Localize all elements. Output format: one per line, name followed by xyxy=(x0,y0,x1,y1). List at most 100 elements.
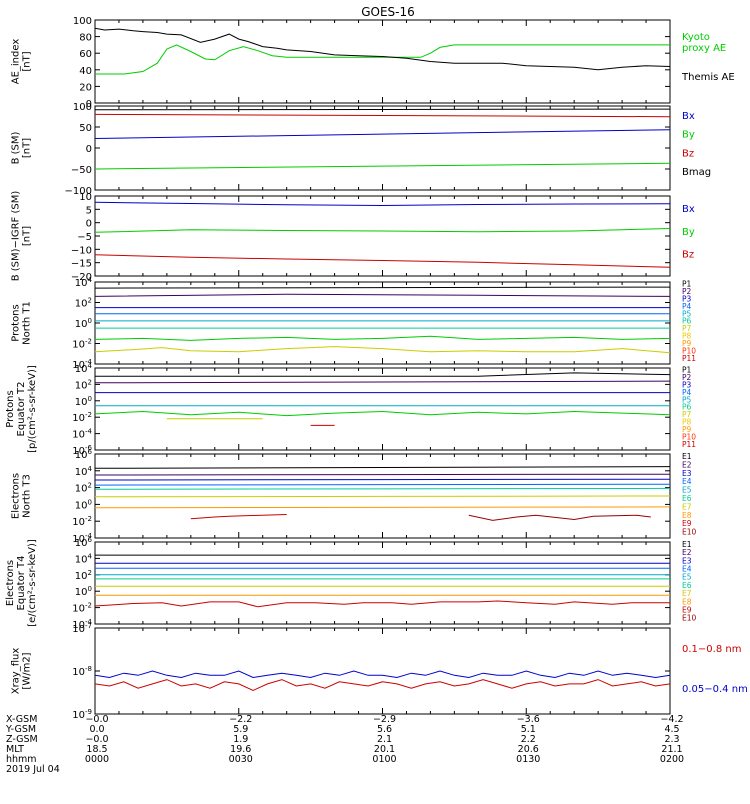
panel-frame xyxy=(94,281,671,365)
panel-frame xyxy=(94,367,671,451)
legend-label: E3 xyxy=(682,556,692,565)
legend-label: P9 xyxy=(682,425,692,434)
y-tick-label: 102 xyxy=(75,297,92,310)
legend-label: P11 xyxy=(682,354,696,363)
series-p1 xyxy=(95,372,670,377)
legend-label: E7 xyxy=(682,589,692,598)
legend-label: E2 xyxy=(682,548,692,557)
legend-label: E8 xyxy=(682,511,692,520)
ephemeris-value: 19.6 xyxy=(230,744,251,755)
y-tick-label: 100 xyxy=(73,102,92,113)
legend-label: E2 xyxy=(682,460,692,469)
y-tick-label: 104 xyxy=(75,276,93,289)
y-tick-label: 80 xyxy=(79,33,92,44)
y-tick-label: 102 xyxy=(75,569,92,582)
ephemeris-row-label: MLT xyxy=(6,744,24,755)
ephemeris-row-label: Y-GSM xyxy=(5,724,36,735)
y-tick-label: 20 xyxy=(79,82,92,93)
series-p2 xyxy=(95,380,670,384)
series-e10 xyxy=(468,514,651,521)
y-axis-label: Electrons xyxy=(11,473,22,519)
series-by xyxy=(95,228,670,233)
y-tick-label: 102 xyxy=(75,482,92,495)
y-tick-label: −100 xyxy=(65,186,92,197)
y-tick-label: 10-4 xyxy=(72,532,92,545)
legend-label: E1 xyxy=(682,452,692,461)
series-bz xyxy=(95,254,670,268)
panel-frame xyxy=(94,195,671,277)
series-e4 xyxy=(95,483,670,486)
panel-frame xyxy=(94,105,671,191)
y-tick-label: −5 xyxy=(77,232,92,243)
ephemeris-value: −0.0 xyxy=(85,734,108,745)
y-axis-label: North T3 xyxy=(22,474,33,518)
y-tick-label: −20 xyxy=(71,272,92,283)
legend-label: E4 xyxy=(682,477,692,486)
ephemeris-value: 0.0 xyxy=(89,724,104,735)
legend-label: P10 xyxy=(682,347,696,356)
legend-label: P5 xyxy=(682,309,692,318)
y-axis-label: [nT] xyxy=(22,51,33,71)
y-tick-label: 10-9 xyxy=(72,708,92,721)
series-by xyxy=(95,162,670,170)
series-kyoto-proxy-ae xyxy=(95,44,670,75)
ephemeris-value: 0000 xyxy=(85,754,109,765)
y-tick-label: −10 xyxy=(71,245,92,256)
y-tick-label: 10-2 xyxy=(72,515,92,528)
y-tick-label: 60 xyxy=(79,49,92,60)
legend-label: E3 xyxy=(682,469,692,478)
y-axis-label: [p/(cm²-s-sr-keV)] xyxy=(27,365,38,453)
legend-label: E4 xyxy=(682,565,692,574)
y-tick-label: 10-4 xyxy=(72,618,92,631)
y-tick-label: 10-6 xyxy=(72,444,92,457)
ephemeris-value: 5.6 xyxy=(377,724,392,735)
y-tick-label: −50 xyxy=(71,165,92,176)
legend-label: P2 xyxy=(682,287,692,296)
legend-label: P10 xyxy=(682,433,696,442)
y-axis-label: Xray_flux xyxy=(11,648,22,695)
legend-label: P3 xyxy=(682,380,692,389)
ephemeris-value: 5.9 xyxy=(233,724,248,735)
series-bx xyxy=(95,129,670,139)
ephemeris-value: 0030 xyxy=(229,754,253,765)
series-themis-ae xyxy=(95,27,670,71)
legend-label: E6 xyxy=(682,494,692,503)
legend-label: P7 xyxy=(682,324,692,333)
y-tick-label: −15 xyxy=(71,259,92,270)
y-axis-label: [nT] xyxy=(22,138,33,158)
ephemeris-value: −3.6 xyxy=(517,714,540,725)
ephemeris-value: 0200 xyxy=(660,754,684,765)
series-bmag xyxy=(95,108,670,111)
legend-label: E9 xyxy=(682,519,692,528)
y-tick-label: 5 xyxy=(86,205,92,216)
legend-label: P2 xyxy=(682,373,692,382)
y-axis-label: Electrons xyxy=(5,560,16,606)
legend-label: Bx xyxy=(682,111,695,122)
y-tick-label: 100 xyxy=(73,16,92,27)
y-tick-label: 104 xyxy=(75,362,93,375)
panel-frame xyxy=(94,627,671,715)
legend-label: P3 xyxy=(682,294,692,303)
ephemeris-value: −2.2 xyxy=(229,714,252,725)
y-tick-label: 10-2 xyxy=(72,602,92,615)
panel-frame xyxy=(94,19,671,104)
legend-label: P7 xyxy=(682,410,692,419)
ephemeris-value: 5.1 xyxy=(521,724,536,735)
ephemeris-value: −0.0 xyxy=(85,714,108,725)
legend-label: By xyxy=(682,227,695,238)
y-tick-label: 10-4 xyxy=(72,358,92,371)
legend-label: E5 xyxy=(682,486,692,495)
date-label: 2019 Jul 04 xyxy=(6,764,60,775)
y-axis-label: [W/m2] xyxy=(22,652,33,689)
y-tick-label: 10-4 xyxy=(72,428,92,441)
series-e5 xyxy=(95,487,670,490)
ephemeris-row-label: hhmm xyxy=(6,754,37,765)
y-tick-label: 100 xyxy=(75,585,92,598)
legend-label: E9 xyxy=(682,606,692,615)
legend-label: P4 xyxy=(682,302,692,311)
legend-label: E5 xyxy=(682,573,692,582)
